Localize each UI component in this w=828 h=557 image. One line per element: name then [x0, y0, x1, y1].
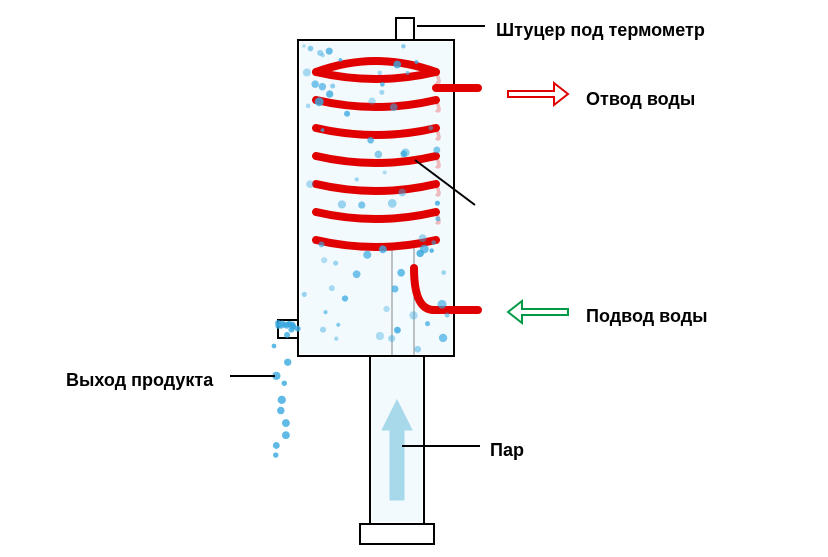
- center-tube: [392, 246, 414, 356]
- lower-flange: [360, 524, 434, 544]
- thermometer-port: [396, 18, 414, 40]
- label-steam: Пар: [490, 440, 524, 461]
- label-water-out: Отвод воды: [586, 89, 695, 110]
- water-in-arrow-icon: [508, 301, 568, 323]
- label-water-in: Подвод воды: [586, 306, 708, 327]
- diagram-canvas: [0, 0, 828, 557]
- label-thermometer: Штуцер под термометр: [496, 20, 705, 41]
- label-product-out: Выход продукта: [66, 370, 213, 391]
- water-out-arrow-icon: [508, 83, 568, 105]
